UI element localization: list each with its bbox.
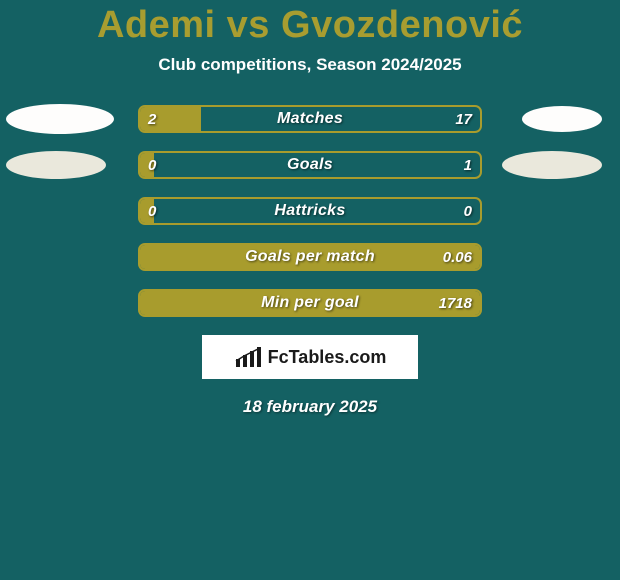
- stat-value-right: 0: [464, 199, 472, 223]
- stat-value-right: 0.06: [443, 245, 472, 269]
- date-text: 18 february 2025: [0, 397, 620, 417]
- club-badge-right: [522, 106, 602, 132]
- stat-bar: Goals per match0.06: [138, 243, 482, 271]
- club-badge-right: [502, 151, 602, 179]
- subtitle: Club competitions, Season 2024/2025: [0, 55, 620, 75]
- stat-value-right: 17: [455, 107, 472, 131]
- stat-rows: 2Matches170Goals10Hattricks0Goals per ma…: [0, 105, 620, 317]
- brand-box: FcTables.com: [202, 335, 418, 379]
- stat-value-right: 1: [464, 153, 472, 177]
- brand-text: FcTables.com: [268, 347, 387, 368]
- stat-bar: Min per goal1718: [138, 289, 482, 317]
- stat-value-right: 1718: [439, 291, 472, 315]
- stat-label: Goals per match: [140, 245, 480, 269]
- stat-label: Goals: [140, 153, 480, 177]
- stat-bar: 2Matches17: [138, 105, 482, 133]
- player-a-name: Ademi: [97, 4, 216, 46]
- stat-label: Matches: [140, 107, 480, 131]
- brand-chart-icon: [234, 345, 264, 369]
- player-b-name: Gvozdenović: [281, 4, 523, 46]
- comparison-card: Ademi vs Gvozdenović Club competitions, …: [0, 0, 620, 580]
- stat-bar: 0Goals1: [138, 151, 482, 179]
- stat-row: Min per goal1718: [0, 289, 620, 317]
- stat-label: Min per goal: [140, 291, 480, 315]
- vs-text: vs: [227, 4, 270, 46]
- stat-label: Hattricks: [140, 199, 480, 223]
- stat-row: 0Hattricks0: [0, 197, 620, 225]
- stat-row: 0Goals1: [0, 151, 620, 179]
- club-badge-left: [6, 151, 106, 179]
- stat-bar: 0Hattricks0: [138, 197, 482, 225]
- stat-row: Goals per match0.06: [0, 243, 620, 271]
- title: Ademi vs Gvozdenović: [0, 4, 620, 47]
- club-badge-left: [6, 104, 114, 134]
- stat-row: 2Matches17: [0, 105, 620, 133]
